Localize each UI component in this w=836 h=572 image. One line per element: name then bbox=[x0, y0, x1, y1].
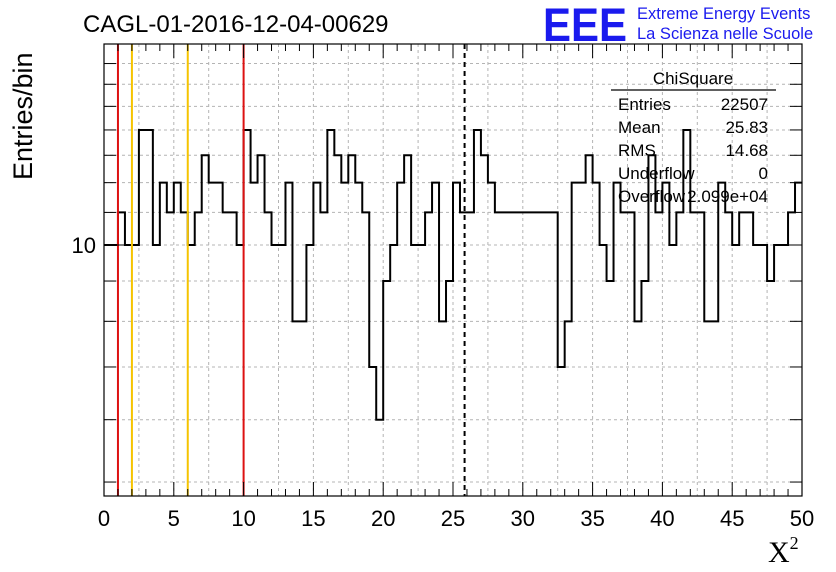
axis-ticks: 0 5 10 15 20 25 30 35 40 45 50 10 bbox=[72, 43, 814, 531]
x-tick-label: 25 bbox=[441, 506, 465, 531]
x-tick-label: 0 bbox=[98, 506, 110, 531]
x-axis-label-base: X bbox=[768, 536, 790, 569]
x-tick-label: 20 bbox=[371, 506, 395, 531]
logo-mark: EEE bbox=[543, 0, 627, 51]
stats-label-entries: Entries bbox=[618, 95, 671, 114]
histogram bbox=[104, 128, 802, 421]
stats-label-mean: Mean bbox=[618, 118, 661, 137]
x-tick-label: 40 bbox=[650, 506, 674, 531]
x-axis-label-superscript: 2 bbox=[790, 533, 799, 553]
reference-lines bbox=[116, 44, 466, 496]
stats-value-mean: 25.83 bbox=[725, 118, 768, 137]
x-tick-label: 5 bbox=[168, 506, 180, 531]
stats-box-title: ChiSquare bbox=[653, 69, 733, 88]
x-tick-label: 15 bbox=[301, 506, 325, 531]
x-tick-label: 10 bbox=[231, 506, 255, 531]
x-axis-label: X2 bbox=[768, 533, 799, 569]
stats-value-rms: 14.68 bbox=[725, 141, 768, 160]
y-tick-label: 10 bbox=[72, 233, 96, 258]
stats-label-rms: RMS bbox=[618, 141, 656, 160]
stats-label-overflow: Overflow bbox=[618, 187, 686, 206]
logo: EEE Extreme Energy Events La Scienza nel… bbox=[543, 0, 813, 51]
y-axis-label: Entries/bin bbox=[8, 52, 38, 180]
chart-title: CAGL-01-2016-12-04-00629 bbox=[83, 11, 389, 38]
stats-value-underflow: 0 bbox=[759, 164, 768, 183]
x-tick-label: 35 bbox=[580, 506, 604, 531]
x-tick-label: 45 bbox=[720, 506, 744, 531]
stats-label-underflow: Underflow bbox=[618, 164, 695, 183]
logo-line2: La Scienza nelle Scuole bbox=[637, 25, 813, 43]
stats-box: ChiSquare Entries 22507 Mean 25.83 RMS 1… bbox=[611, 69, 776, 206]
histogram-outline bbox=[104, 128, 802, 421]
stats-value-overflow: 2.099e+04 bbox=[687, 187, 768, 206]
stats-value-entries: 22507 bbox=[721, 95, 768, 114]
x-tick-label: 30 bbox=[511, 506, 535, 531]
x-tick-label: 50 bbox=[790, 506, 814, 531]
logo-line1: Extreme Energy Events bbox=[637, 5, 810, 23]
